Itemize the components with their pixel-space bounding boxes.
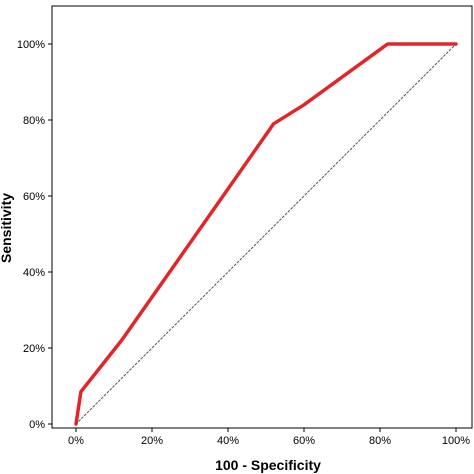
series-layer bbox=[74, 42, 458, 426]
x-tick-label: 60% bbox=[293, 435, 315, 447]
x-tick-label: 80% bbox=[369, 435, 391, 447]
reference-diagonal-line bbox=[75, 43, 457, 425]
y-tick-label: 20% bbox=[23, 343, 45, 355]
y-tick-label: 60% bbox=[23, 191, 45, 203]
y-tick-label: 0% bbox=[29, 419, 45, 431]
y-axis-title: Sensitivity bbox=[0, 193, 14, 263]
plot-area bbox=[51, 5, 473, 429]
x-tick-label: 20% bbox=[141, 435, 163, 447]
x-tick-label: 0% bbox=[68, 435, 84, 447]
y-tick-label: 100% bbox=[17, 39, 45, 51]
roc-curve-line bbox=[74, 42, 458, 426]
tick-layer: 0% 20% 40% 60% 80% 100% 0% 20% 40% 60% 80% 100% bbox=[17, 39, 470, 447]
x-tick-label: 40% bbox=[217, 435, 239, 447]
plot-border bbox=[51, 5, 473, 429]
y-tick-label: 80% bbox=[23, 115, 45, 127]
x-tick-label: 100% bbox=[442, 435, 470, 447]
x-axis-title: 100 - Specificity bbox=[215, 457, 321, 473]
y-tick-label: 40% bbox=[23, 267, 45, 279]
